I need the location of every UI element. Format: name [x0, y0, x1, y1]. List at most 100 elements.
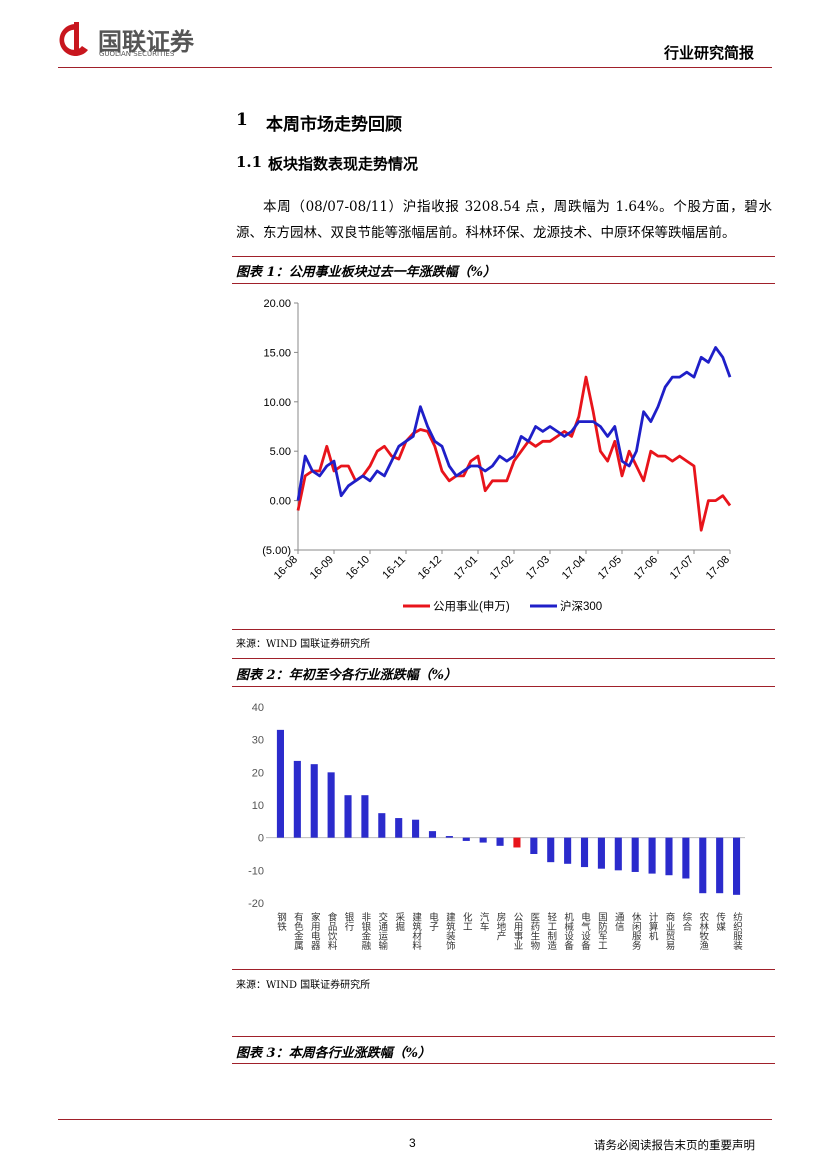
- header-rule: [58, 67, 772, 68]
- bar: [580, 837, 589, 868]
- x-tick-label: 医药生物: [528, 912, 540, 951]
- x-tick-label: 有色金属: [292, 911, 304, 951]
- bar: [462, 837, 470, 841]
- x-tick-label: 农林牧渔: [697, 911, 709, 950]
- subsection-number: 1.1: [236, 153, 263, 171]
- x-tick-label: 钢铁: [275, 911, 287, 932]
- line-chart: (5.00) 0.00 5.00 10.00 15.00 20.00 16-08 16-09 1…: [262, 298, 732, 613]
- x-tick-label: 房地产: [495, 911, 507, 941]
- page-number: 3: [409, 1136, 416, 1150]
- x-tick-label: 商业贸易: [663, 911, 675, 951]
- x-tick-label: 食品饮料: [326, 911, 338, 951]
- x-tick-label: 建筑材料: [410, 911, 422, 951]
- y-tick-label: -20: [248, 898, 264, 910]
- x-tick-label: 计算机: [647, 911, 659, 941]
- x-tick-label: 机械设备: [562, 911, 574, 951]
- x-tick-label: 采掘: [393, 912, 405, 932]
- x-tick-label: 化工: [461, 911, 473, 931]
- bar: [361, 795, 369, 838]
- bar: [293, 760, 301, 838]
- bar: [564, 837, 572, 864]
- y-tick-label: 20.00: [263, 298, 291, 310]
- figure-title: 图表 2：年初至今各行业涨跌幅（%）: [236, 668, 457, 683]
- bar: [716, 837, 724, 894]
- legend-label: 公用事业(申万): [433, 600, 510, 613]
- bar: [395, 818, 403, 838]
- subsection-title: 板块指数表现走势情况: [268, 155, 419, 173]
- report-type: 行业研究简报: [664, 44, 755, 62]
- figure-rule: [232, 256, 775, 257]
- x-tick-label: 综合: [680, 911, 692, 932]
- bar: [513, 837, 521, 848]
- x-tick-label: 纺织服装: [731, 911, 743, 951]
- bar: [327, 772, 335, 838]
- y-tick-label: -10: [248, 865, 264, 877]
- footer-rule: [58, 1119, 772, 1120]
- x-tick-label: 电子: [427, 911, 439, 931]
- x-tick-label: 17-07: [668, 554, 696, 582]
- x-tick-label: 16-12: [416, 554, 444, 582]
- section-title: 本周市场走势回顾: [266, 115, 402, 135]
- figure-source: 来源：WIND 国联证券研究所: [236, 639, 371, 650]
- x-tick-label: 公用事业: [511, 912, 523, 950]
- y-tick-label: 30: [252, 735, 264, 747]
- paragraph: 本周（08/07-08/11）沪指收报 3208.54 点，周跌幅为 1.64%…: [236, 199, 772, 241]
- x-tick-label: 17-01: [452, 554, 480, 582]
- x-tick-label: 轻工制造: [545, 911, 557, 951]
- x-tick-label: 17-06: [632, 554, 660, 582]
- bar: [547, 837, 555, 863]
- x-tick-label: 16-11: [380, 554, 408, 582]
- bar: [614, 837, 622, 871]
- x-tick-label: 传媒: [714, 911, 726, 932]
- figure-rule: [232, 283, 775, 284]
- y-tick-label: 0: [258, 833, 264, 845]
- bar: [445, 836, 453, 838]
- x-tick-label: 17-04: [560, 554, 588, 582]
- figure-source: 来源：WIND 国联证券研究所: [236, 980, 371, 991]
- figure-rule: [232, 629, 775, 630]
- figure-title: 图表 1：公用事业板块过去一年涨跌幅（%）: [236, 265, 496, 280]
- bar: [428, 831, 437, 838]
- y-tick-label: 0.00: [270, 496, 291, 508]
- x-tick-label: 通信: [613, 912, 625, 932]
- figure-rule: [232, 1036, 775, 1037]
- x-tick-label: 17-05: [596, 554, 624, 582]
- x-tick-label: 16-09: [308, 554, 336, 582]
- logo-text: 国联证券: [98, 28, 194, 56]
- line-series: [296, 346, 732, 501]
- bar: [597, 837, 605, 869]
- disclaimer: 请务必阅读报告末页的重要声明: [594, 1138, 755, 1152]
- x-tick-label: 家用电器: [309, 911, 321, 950]
- logo-subtext: GUOLIAN SECURITIES: [99, 50, 175, 58]
- x-tick-label: 银行: [343, 911, 355, 932]
- y-tick-label: 10: [252, 800, 264, 812]
- x-tick-label: 休闲服务: [630, 911, 642, 951]
- bar: [733, 837, 741, 895]
- y-tick-label: 20: [252, 767, 264, 779]
- x-tick-label: 17-02: [488, 554, 516, 582]
- section-number: 1: [236, 110, 248, 130]
- x-tick-label: 17-03: [524, 554, 552, 582]
- logo-icon: [59, 22, 88, 56]
- x-tick-label: 汽车: [478, 911, 490, 932]
- x-tick-label: 电气设备: [579, 911, 591, 951]
- bar: [276, 729, 284, 838]
- figure-rule: [232, 658, 775, 659]
- y-tick-label: 15.00: [263, 347, 291, 359]
- bar: [412, 819, 420, 838]
- y-tick-label: 10.00: [263, 397, 291, 409]
- line-series: [296, 375, 732, 532]
- y-tick-label: 40: [252, 702, 264, 714]
- bar: [682, 837, 690, 879]
- y-tick-label: (5.00): [262, 545, 291, 557]
- y-tick-label: 5.00: [270, 446, 291, 458]
- bar: [665, 837, 673, 876]
- figure-rule: [232, 1063, 775, 1064]
- legend-label: 沪深300: [560, 599, 602, 613]
- x-tick-label: 交通运输: [376, 911, 388, 951]
- bar: [378, 813, 386, 838]
- bar: [310, 764, 318, 838]
- bar-chart: -20 -10 0 10 20 30 40 钢铁 有色金属 家用电器 食品饮料 银行 非银金融 交通运输采…: [248, 702, 745, 951]
- bar: [496, 837, 504, 846]
- x-tick-label: 16-10: [344, 554, 372, 582]
